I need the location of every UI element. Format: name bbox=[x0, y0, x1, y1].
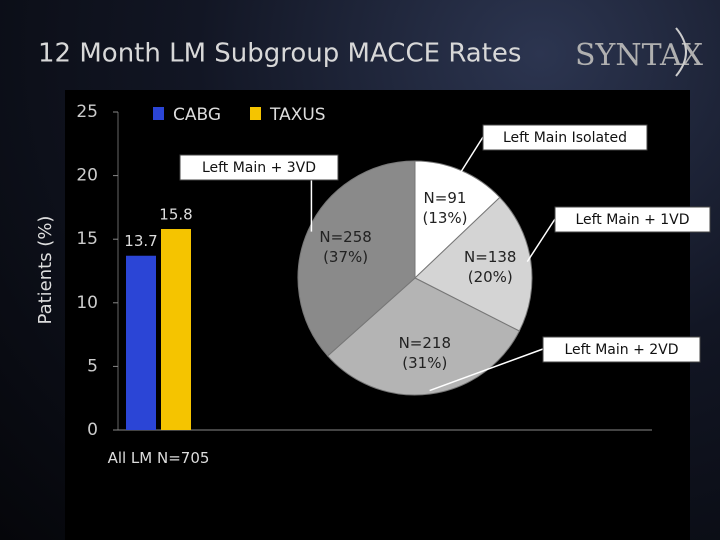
pie-slice bbox=[326, 277, 520, 396]
legend-swatch bbox=[153, 107, 164, 120]
logo-arc bbox=[675, 27, 687, 77]
callout-label: Left Main + 3VD bbox=[202, 160, 316, 176]
callout-line bbox=[526, 218, 556, 263]
slice-label: N=91 (13%) bbox=[422, 189, 468, 228]
y-tick-label: 15 bbox=[76, 229, 98, 249]
x-tick-label: All LM N=705 bbox=[107, 449, 210, 467]
slide-title: 12 Month LM Subgroup MACCE Rates bbox=[38, 39, 521, 69]
callout-label: Left Main + 2VD bbox=[564, 342, 678, 358]
y-axis-label: Patients (%) bbox=[35, 216, 56, 325]
slice-label: N=138 (20%) bbox=[464, 248, 517, 287]
slice-label: N=258 (37%) bbox=[319, 227, 372, 266]
callout-label: Left Main Isolated bbox=[503, 130, 627, 146]
callout-line bbox=[459, 136, 484, 175]
pie-slice bbox=[297, 160, 416, 357]
callout-line bbox=[429, 348, 544, 392]
callout-box bbox=[554, 206, 711, 233]
y-tick-label: 10 bbox=[76, 293, 98, 313]
bar bbox=[161, 229, 191, 430]
y-tick-label: 25 bbox=[76, 102, 98, 122]
callout-box bbox=[179, 154, 339, 181]
bar bbox=[126, 255, 156, 430]
callout-box bbox=[482, 124, 648, 151]
callout-label: Left Main + 1VD bbox=[575, 212, 689, 228]
y-tick-label: 5 bbox=[87, 356, 98, 376]
pie-slice bbox=[414, 196, 533, 332]
y-tick-label: 0 bbox=[87, 420, 98, 440]
value-label: 15.8 bbox=[159, 206, 192, 224]
slice-label: N=218 (31%) bbox=[398, 334, 451, 373]
callout-box bbox=[542, 336, 701, 363]
value-label: 13.7 bbox=[124, 232, 157, 250]
legend-swatch bbox=[250, 107, 261, 120]
legend-label: CABG bbox=[173, 105, 221, 125]
legend-label: TAXUS bbox=[269, 105, 326, 125]
y-tick-label: 20 bbox=[76, 166, 98, 186]
